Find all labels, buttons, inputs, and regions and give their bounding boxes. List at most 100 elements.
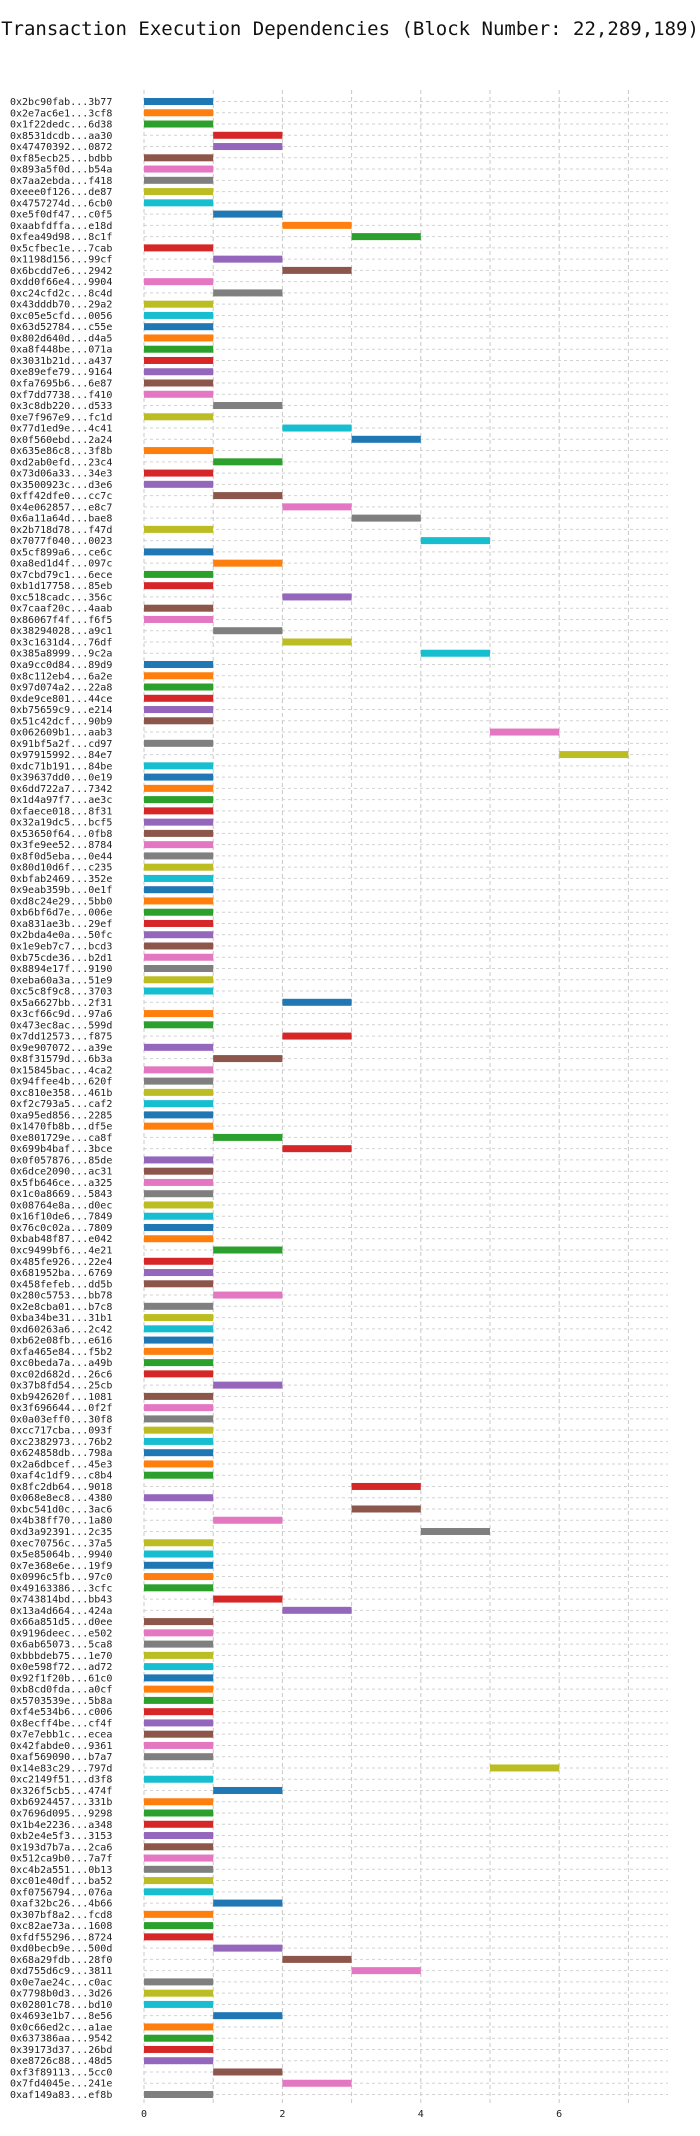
transaction-label: 0x4757274d...6cb0 <box>10 198 112 209</box>
transaction-label: 0xd3a92391...2c35 <box>10 1527 112 1538</box>
transaction-label: 0x4e062857...e8c7 <box>10 502 112 513</box>
transaction-bar <box>144 469 214 477</box>
transaction-label: 0x7696d095...9298 <box>10 1809 112 1820</box>
transaction-label: 0x8f31579d...6b3a <box>10 1054 112 1065</box>
transaction-label: 0xbbbdeb75...1e70 <box>10 1651 112 1662</box>
transaction-label: 0x9e907072...a39e <box>10 1043 112 1054</box>
transaction-label: 0xc05e5cfd...0056 <box>10 311 112 322</box>
transaction-label: 0x9eab359b...0e1f <box>10 885 112 896</box>
transaction-label: 0xd2ab0efd...23c4 <box>10 457 112 468</box>
transaction-label: 0xe8726c88...48d5 <box>10 2056 112 2067</box>
transaction-bar <box>282 266 352 274</box>
transaction-bar <box>144 98 214 105</box>
transaction-bar <box>351 233 421 241</box>
transaction-bar <box>144 368 214 376</box>
transaction-bar <box>144 356 214 364</box>
transaction-bar <box>420 1528 490 1536</box>
transaction-label: 0xc82ae73a...1608 <box>10 1921 112 1932</box>
transaction-bar <box>559 751 629 759</box>
transaction-label: 0x7cbd79c1...6ece <box>10 570 112 581</box>
transaction-label: 0xa8f448be...071a <box>10 345 112 356</box>
transaction-bar <box>282 1955 352 1963</box>
grid-layer <box>143 90 668 2103</box>
transaction-bar <box>144 672 214 680</box>
transaction-bar <box>144 604 214 612</box>
transaction-label: 0xc0beda7a...a49b <box>10 1358 112 1369</box>
transaction-bar <box>213 492 283 500</box>
transaction-label: 0x1470fb8b...df5e <box>10 1122 112 1133</box>
transaction-label: 0xa8ed1d4f...097c <box>10 559 112 570</box>
transaction-label: 0xc4b2a551...0b13 <box>10 1865 112 1876</box>
transaction-label: 0x6a11a64d...bae8 <box>10 514 112 525</box>
transaction-bar <box>144 1190 214 1198</box>
transaction-label: 0x80d10d6f...c235 <box>10 863 112 874</box>
transaction-bar <box>282 503 352 511</box>
transaction-label: 0x0e598f72...ad72 <box>10 1662 112 1673</box>
transaction-bar <box>144 1685 214 1693</box>
transaction-label: 0xc810e358...461b <box>10 1088 112 1099</box>
transaction-bar <box>213 1133 283 1141</box>
transaction-bar <box>144 1854 214 1862</box>
transaction-bar <box>144 345 214 353</box>
transaction-bar <box>144 773 214 781</box>
transaction-label: 0x6dce2090...ac31 <box>10 1167 112 1178</box>
transaction-bar <box>144 1280 214 1288</box>
transaction-label: 0x699b4baf...3bce <box>10 1144 112 1155</box>
transaction-bar <box>144 1010 214 1018</box>
transaction-bar <box>144 1314 214 1322</box>
transaction-label: 0xb62e08fb...e616 <box>10 1336 112 1347</box>
transaction-label: 0x51c42dcf...90b9 <box>10 716 112 727</box>
transaction-label: 0x97d074a2...22a8 <box>10 683 112 694</box>
transaction-label: 0x6bcdd7e6...2942 <box>10 266 112 277</box>
transaction-label: 0xff42dfe0...cc7c <box>10 491 112 502</box>
transaction-label: 0x53650f64...0fb8 <box>10 829 112 840</box>
transaction-bar <box>144 2091 214 2098</box>
transaction-label: 0x0f057876...85de <box>10 1155 112 1166</box>
transaction-bar <box>213 627 283 635</box>
transaction-bar <box>144 1832 214 1840</box>
transaction-label: 0x1198d156...99cf <box>10 255 112 266</box>
transaction-bar <box>144 908 214 916</box>
transaction-label: 0x94ffee4b...620f <box>10 1077 112 1088</box>
transaction-bar <box>144 1077 214 1085</box>
transaction-bar <box>144 694 214 702</box>
transaction-bar <box>144 1269 214 1277</box>
transaction-bar <box>144 525 214 533</box>
transaction-bar <box>144 965 214 973</box>
transaction-bar <box>144 1978 214 1986</box>
transaction-label: 0x8fc2db64...9018 <box>10 1482 112 1493</box>
transaction-label: 0x66a851d5...d0ee <box>10 1617 112 1628</box>
transaction-bar <box>213 559 283 567</box>
transaction-label: 0x47470392...0872 <box>10 142 112 153</box>
transaction-bar <box>282 638 352 646</box>
transaction-bar <box>144 1820 214 1828</box>
transaction-bar <box>144 1088 214 1096</box>
transaction-label: 0xfaece018...8f31 <box>10 806 112 817</box>
transaction-label: 0x13a4d664...424a <box>10 1606 112 1617</box>
transaction-label: 0x15845bac...4ca2 <box>10 1065 112 1076</box>
transaction-label: 0x38294028...a9c1 <box>10 626 112 637</box>
transaction-bar <box>144 818 214 826</box>
transaction-label: 0x2e8cba01...b7c8 <box>10 1302 112 1313</box>
transaction-bar <box>351 1967 421 1975</box>
transaction-label: 0x73d06a33...34e3 <box>10 469 112 480</box>
transaction-label: 0xeba60a3a...51e9 <box>10 975 112 986</box>
transaction-bar <box>213 210 283 218</box>
transaction-bar <box>144 1178 214 1186</box>
transaction-label: 0xb8cd0fda...a0cf <box>10 1685 112 1696</box>
transaction-bar <box>144 784 214 792</box>
transaction-bar <box>282 221 352 229</box>
transaction-label: 0x062609b1...aab3 <box>10 728 112 739</box>
transaction-bar <box>144 931 214 939</box>
transaction-label: 0xc2149f51...d3f8 <box>10 1775 112 1786</box>
transaction-bar <box>144 1471 214 1479</box>
transaction-label: 0xe7f967e9...fc1d <box>10 412 112 423</box>
transaction-bar <box>144 807 214 815</box>
transaction-label: 0x0996c5fb...97c0 <box>10 1572 112 1583</box>
transaction-label: 0x5a6627bb...2f31 <box>10 998 112 1009</box>
transaction-label: 0x681952ba...6769 <box>10 1268 112 1279</box>
transaction-label: 0x3031b21d...a437 <box>10 356 112 367</box>
transaction-label: 0xf0756794...076a <box>10 1887 112 1898</box>
transaction-label: 0x2bda4e0a...50fc <box>10 930 112 941</box>
